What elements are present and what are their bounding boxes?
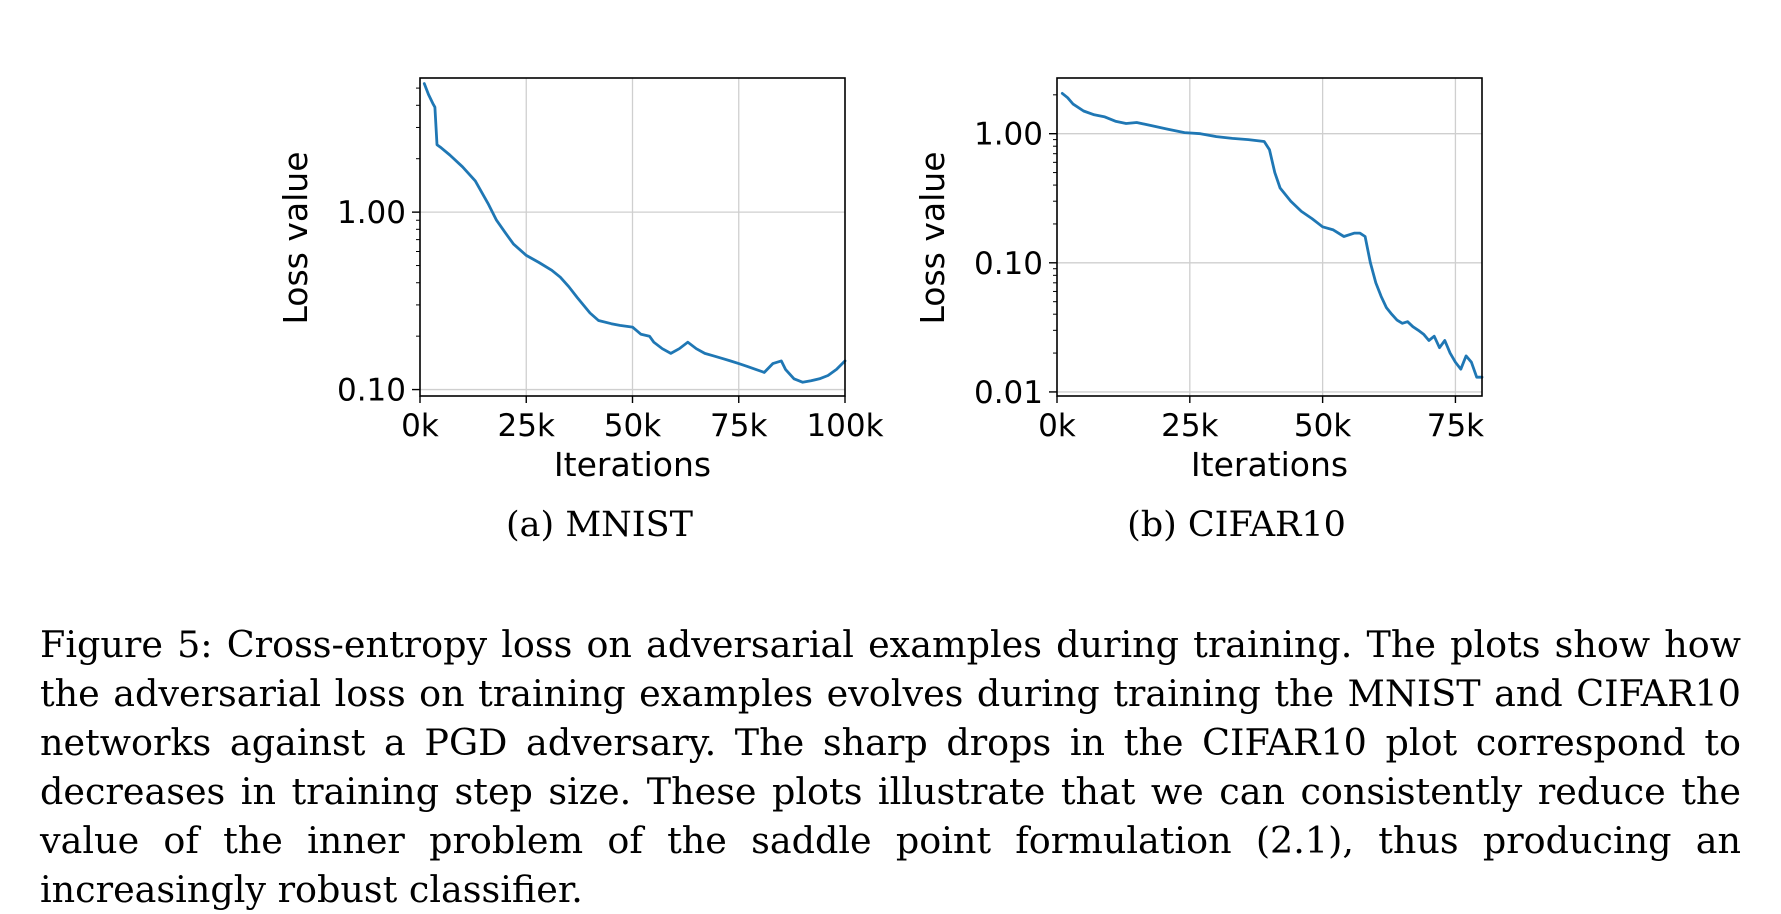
x-tick-label: 50k xyxy=(1294,408,1351,444)
y-tick-label: 1.00 xyxy=(337,195,406,231)
x-axis-label: Iterations xyxy=(1191,445,1348,484)
chart-cifar10: 0k 25k 50k 75k 0.01 0.10 1.00 Iterations Loss va… xyxy=(913,77,1484,545)
series-line xyxy=(422,82,847,384)
x-tick-label: 50k xyxy=(604,408,661,444)
y-tick-label: 0.10 xyxy=(337,373,406,409)
subfigure-caption: (a) MNIST xyxy=(506,505,693,545)
figure-plots: 0k 25k 50k 75k 100k 0.10 1.00 Iterations Loss va… xyxy=(276,77,1484,545)
figure-caption: Figure 5: Cross-entropy loss on adversar… xyxy=(40,623,1741,911)
y-tick-label: 0.10 xyxy=(974,246,1043,282)
y-axis-label: Loss value xyxy=(913,151,952,324)
plot-frame xyxy=(1056,77,1483,397)
series-line xyxy=(1060,92,1484,379)
y-tick-label: 1.00 xyxy=(974,117,1043,153)
x-tick-label: 75k xyxy=(1427,408,1484,444)
chart-mnist: 0k 25k 50k 75k 100k 0.10 1.00 Iterations Loss va… xyxy=(276,77,884,545)
subfigure-caption: (b) CIFAR10 xyxy=(1127,505,1346,545)
y-tick-label: 0.01 xyxy=(974,375,1043,411)
x-tick-label: 0k xyxy=(1038,408,1076,444)
x-tick-label: 25k xyxy=(498,408,555,444)
x-tick-label: 0k xyxy=(401,408,439,444)
x-tick-label: 100k xyxy=(806,408,883,444)
x-tick-label: 75k xyxy=(710,408,767,444)
y-axis-label: Loss value xyxy=(276,151,315,324)
x-axis-label: Iterations xyxy=(554,445,711,484)
x-tick-label: 25k xyxy=(1161,408,1218,444)
